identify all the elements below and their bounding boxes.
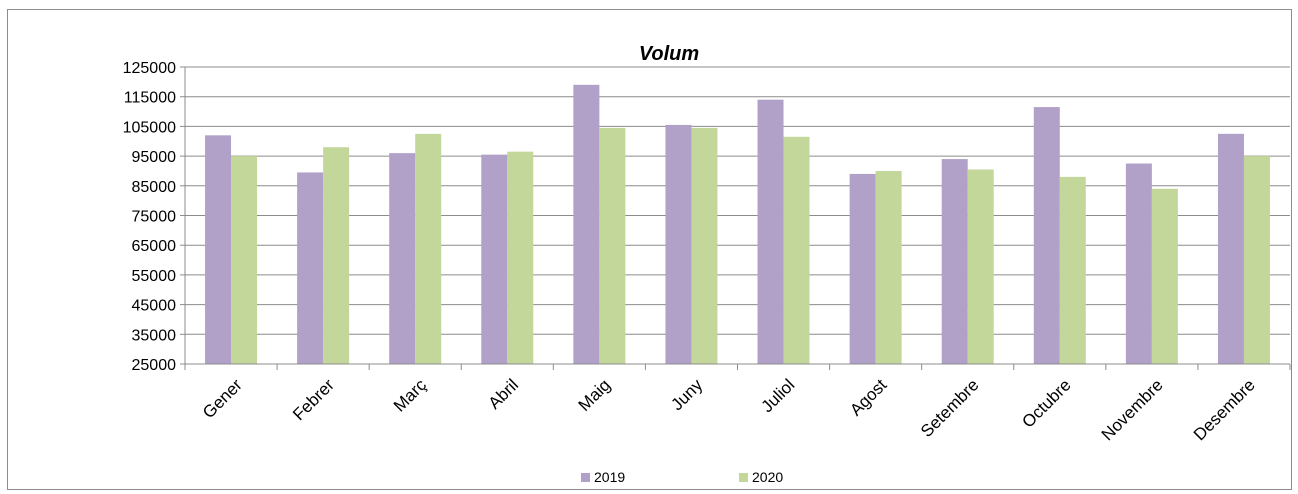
x-tick-label: Abril <box>485 375 522 412</box>
y-tick-label: 35000 <box>132 327 177 344</box>
x-tick-label: Desembre <box>1190 375 1259 444</box>
y-tick-label: 45000 <box>132 298 177 315</box>
bar-2019-Juliol <box>757 99 784 365</box>
bar-2019-Juny <box>665 124 692 364</box>
y-tick-label: 95000 <box>132 149 177 166</box>
x-tick-label: Octubre <box>1018 375 1074 431</box>
x-tick-label: Febrer <box>289 375 338 424</box>
y-tick-label: 105000 <box>123 119 176 136</box>
bar-2019-Desembre <box>1217 133 1244 364</box>
y-tick-label: 65000 <box>132 238 177 255</box>
bar-2019-Abril <box>481 154 508 364</box>
legend: 2019 2020 <box>581 469 783 485</box>
bar-2019-Agost <box>849 173 876 364</box>
bar-2020-Setembre <box>967 169 994 364</box>
x-tick-label: Juny <box>667 375 706 414</box>
x-tick-label: Juliol <box>758 375 799 416</box>
bar-2020-Juliol <box>783 136 810 364</box>
y-tick-label: 75000 <box>132 209 177 226</box>
bar-2020-Febrer <box>323 147 350 364</box>
bar-2019-Novembre <box>1125 163 1152 364</box>
axes <box>180 66 1291 370</box>
legend-swatch-2020 <box>739 473 748 482</box>
bar-2020-Abril <box>507 151 534 364</box>
y-tick-labels: 125000 115000 105000 95000 85000 75000 65000 55… <box>123 60 176 374</box>
x-tick-label: Setembre <box>917 375 983 441</box>
bar-2019-Setembre <box>941 159 968 364</box>
legend-swatch-2019 <box>581 473 590 482</box>
x-tick-label: Març <box>390 375 431 416</box>
bar-2019-Març <box>389 153 416 364</box>
chart-title: Volum <box>639 43 699 65</box>
bar-2019-Gener <box>205 135 232 364</box>
x-tick-labels: Gener Febrer Març Abril Maig Juny Juliol Agost S… <box>199 375 1259 444</box>
bar-2020-Octubre <box>1059 176 1086 364</box>
y-tick-label: 125000 <box>123 60 176 77</box>
y-tick-label: 115000 <box>124 90 176 107</box>
y-tick-label: 85000 <box>132 179 177 196</box>
bar-2020-Agost <box>875 170 902 364</box>
x-tick-label: Novembre <box>1098 375 1167 444</box>
x-tick-label: Maig <box>575 375 614 414</box>
y-tick-label: 55000 <box>132 268 177 285</box>
bars <box>205 84 1270 365</box>
bar-2020-Juny <box>691 127 718 364</box>
y-tick-label: 25000 <box>132 357 177 374</box>
bar-2020-Gener <box>231 156 258 364</box>
bar-2020-Desembre <box>1243 156 1270 364</box>
legend-label-2019: 2019 <box>594 469 625 485</box>
bar-2019-Maig <box>573 84 600 364</box>
legend-label-2020: 2020 <box>752 469 783 485</box>
gridlines <box>185 66 1290 335</box>
bar-2019-Febrer <box>297 172 324 364</box>
x-tick-label: Agost <box>846 375 890 419</box>
bar-2020-Novembre <box>1151 188 1178 364</box>
bar-2020-Març <box>415 133 442 364</box>
bar-2019-Octubre <box>1033 107 1060 364</box>
bar-2020-Maig <box>599 127 626 364</box>
x-tick-label: Gener <box>199 375 246 422</box>
